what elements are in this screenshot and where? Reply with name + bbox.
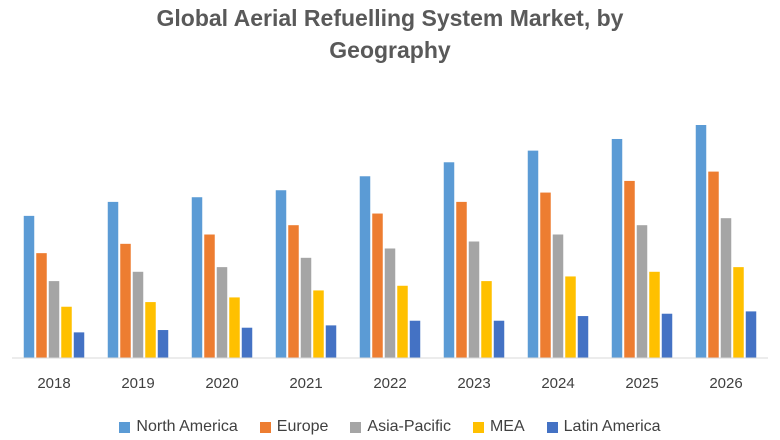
bar-mea-2025 (649, 271, 660, 358)
legend-label-north-america: North America (136, 418, 238, 435)
bar-asia-pacific-2023 (468, 241, 480, 358)
bar-latin-america-2018 (73, 332, 85, 358)
bar-north-america-2019 (107, 201, 119, 358)
bar-asia-pacific-2022 (384, 248, 396, 358)
bar-asia-pacific-2026 (720, 218, 732, 358)
bar-europe-2022 (372, 213, 383, 358)
bar-mea-2023 (481, 281, 492, 358)
x-tick-label-2026: 2026 (709, 375, 742, 392)
bar-north-america-2020 (191, 197, 203, 358)
bar-mea-2022 (397, 285, 408, 358)
bar-europe-2021 (288, 225, 299, 358)
bar-mea-2026 (733, 267, 744, 358)
bar-north-america-2025 (611, 138, 623, 358)
bar-asia-pacific-2020 (216, 267, 228, 358)
legend-item-mea: MEA (472, 418, 525, 436)
bar-north-america-2024 (527, 150, 539, 358)
x-tick-labels: 2018 2019 2020 2021 2022 2023 2024 2025 2026 (37, 375, 742, 392)
bars-group (23, 125, 757, 358)
x-tick-label-2020: 2020 (205, 375, 238, 392)
bar-mea-2024 (565, 276, 576, 358)
legend-item-north-america: North America (119, 418, 238, 436)
bar-latin-america-2025 (661, 313, 673, 358)
legend-item-europe: Europe (259, 418, 329, 436)
bar-europe-2020 (204, 234, 215, 358)
legend-label-mea: MEA (489, 418, 525, 435)
bar-asia-pacific-2019 (132, 271, 144, 358)
chart-title-line-2: Geography (329, 37, 451, 63)
bar-europe-2024 (540, 192, 551, 358)
legend-swatch-latin-america (546, 421, 558, 433)
legend-label-asia-pacific: Asia-Pacific (367, 418, 451, 435)
bar-europe-2025 (624, 180, 635, 358)
bar-latin-america-2022 (409, 320, 421, 358)
bar-europe-2026 (708, 171, 719, 358)
chart-title-line-1: Global Aerial Refuelling System Market, … (156, 5, 624, 31)
chart-title: Global Aerial Refuelling System Market, … (0, 2, 780, 66)
bar-asia-pacific-2025 (636, 225, 648, 358)
bar-latin-america-2020 (241, 327, 253, 358)
bar-north-america-2021 (275, 190, 287, 358)
bar-north-america-2023 (443, 162, 455, 358)
x-tick-label-2025: 2025 (625, 375, 658, 392)
bar-north-america-2026 (695, 125, 707, 358)
bar-asia-pacific-2021 (300, 257, 312, 358)
x-tick-label-2024: 2024 (541, 375, 574, 392)
legend-label-europe: Europe (276, 418, 329, 435)
bar-latin-america-2021 (325, 325, 337, 358)
x-tick-label-2022: 2022 (373, 375, 406, 392)
legend-item-latin-america: Latin America (546, 418, 661, 436)
x-tick-label-2019: 2019 (121, 375, 154, 392)
chart-legend: North America Europe Asia-Pacific MEA Latin … (0, 418, 780, 436)
x-tick-label-2018: 2018 (37, 375, 70, 392)
legend-item-asia-pacific: Asia-Pacific (350, 418, 451, 436)
bar-north-america-2022 (359, 176, 371, 358)
bar-mea-2020 (229, 297, 240, 358)
bar-europe-2018 (36, 253, 47, 358)
bar-latin-america-2024 (577, 316, 589, 358)
legend-label-latin-america: Latin America (563, 418, 661, 435)
x-tick-label-2023: 2023 (457, 375, 490, 392)
bar-latin-america-2026 (745, 311, 757, 358)
bar-latin-america-2023 (493, 320, 505, 358)
legend-swatch-europe (259, 421, 271, 433)
bar-mea-2018 (61, 306, 72, 358)
bar-asia-pacific-2018 (48, 281, 60, 358)
bar-asia-pacific-2024 (552, 234, 564, 358)
bar-europe-2019 (120, 243, 131, 358)
bar-latin-america-2019 (157, 330, 169, 358)
bar-mea-2021 (313, 290, 324, 358)
bar-mea-2019 (145, 302, 156, 358)
legend-swatch-north-america (119, 421, 131, 433)
legend-swatch-mea (472, 421, 484, 433)
bar-north-america-2018 (23, 215, 35, 358)
legend-swatch-asia-pacific (350, 421, 362, 433)
x-tick-label-2021: 2021 (289, 375, 322, 392)
bar-europe-2023 (456, 201, 467, 358)
